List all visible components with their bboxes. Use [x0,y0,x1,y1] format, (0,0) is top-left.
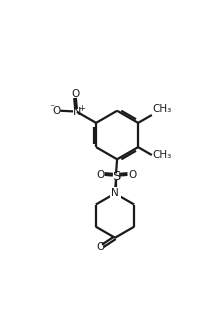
Text: O: O [72,89,80,99]
Text: O: O [52,106,60,116]
Text: O: O [128,170,136,180]
Text: +: + [78,104,85,113]
Text: O: O [96,243,105,252]
Text: N: N [112,188,120,198]
Text: CH₃: CH₃ [153,104,172,114]
Text: S: S [112,170,120,183]
Text: O: O [96,170,104,180]
Text: N: N [73,107,81,117]
Text: N: N [111,188,119,198]
Text: CH₃: CH₃ [153,150,172,160]
Text: ⁻: ⁻ [49,103,55,113]
